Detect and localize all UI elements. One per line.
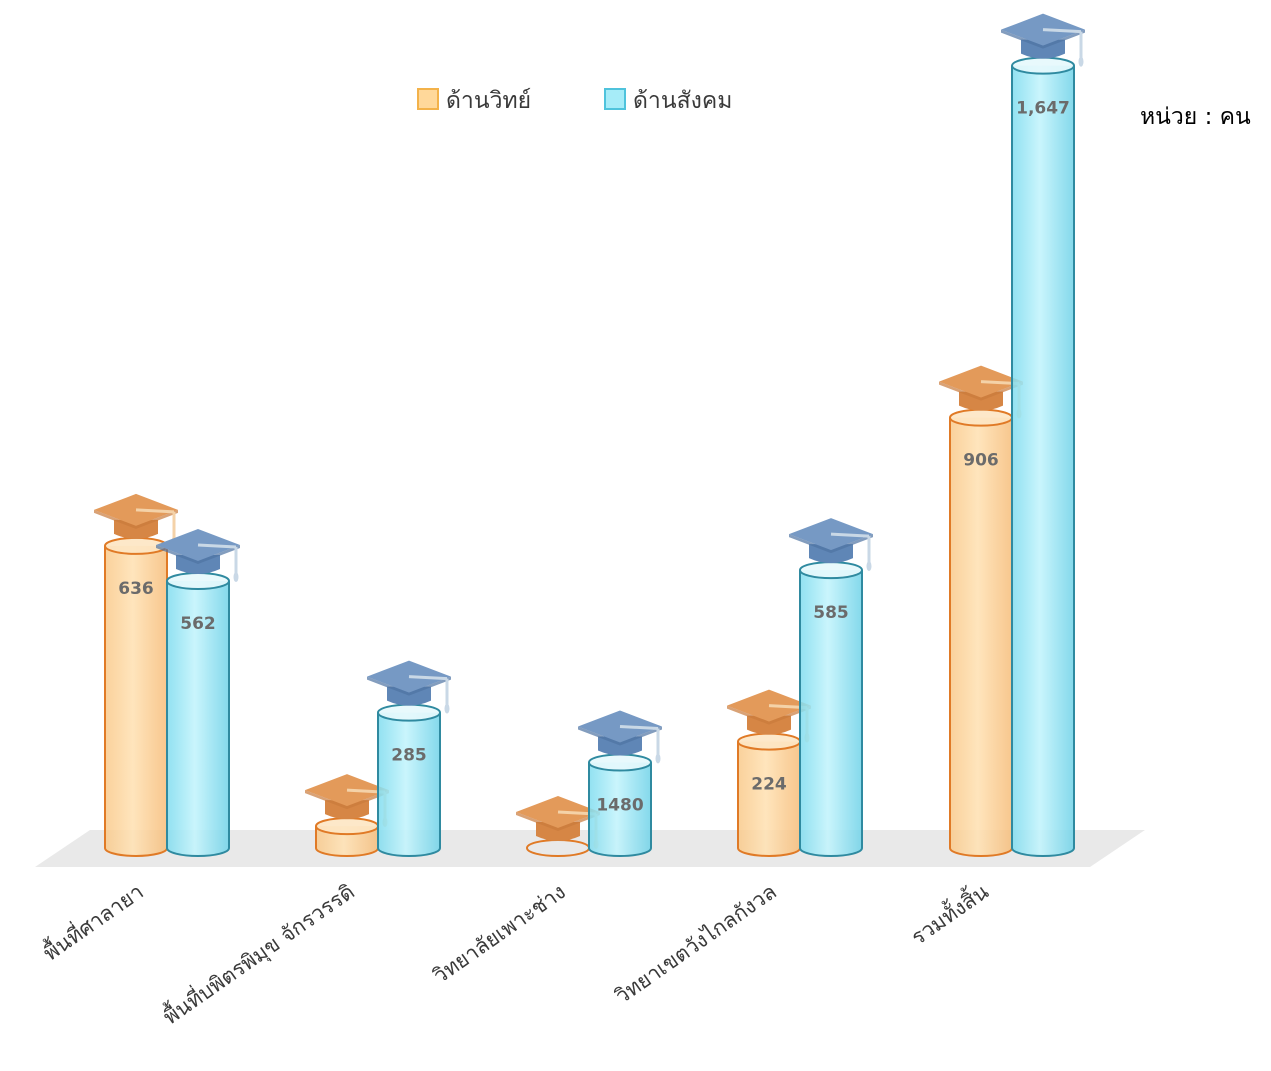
bar-social-0: 562 — [166, 572, 230, 857]
bar-science-3: 224 — [737, 732, 801, 857]
legend-label-social: ด้านสังคม — [633, 88, 732, 114]
bar-social-3: 585 — [799, 561, 863, 857]
value-label-social-0: 562 — [180, 614, 216, 634]
value-label-social-4: 1,647 — [1016, 99, 1070, 119]
value-label-science-4: 906 — [963, 451, 999, 471]
category-label-1: พื้นที่บพิตรพิมุข จักรวรรดิ — [157, 877, 359, 1030]
category-label-0: พื้นที่ศาลายา — [37, 877, 147, 966]
value-label-science-0: 636 — [118, 579, 154, 599]
graduation-cap-icon-social-2 — [578, 710, 662, 764]
value-label-social-2: 1480 — [596, 796, 643, 816]
graduation-cap-icon-social-4 — [1001, 13, 1085, 67]
value-label-science-3: 224 — [751, 775, 787, 795]
category-labels: พื้นที่ศาลายา พื้นที่บพิตรพิมุข จักรวรรดิ… — [37, 877, 992, 1030]
value-label-social-3: 585 — [813, 603, 849, 623]
bar-social-2: 1480 — [588, 753, 652, 857]
unit-label: หน่วย : คน — [1140, 104, 1251, 130]
category-label-2: วิทยาลัยเพาะช่าง — [429, 879, 570, 988]
graduation-cap-icon-social-1 — [367, 660, 451, 714]
legend-swatch-science — [417, 88, 439, 110]
category-label-4: รวมทั้งสิ้น — [905, 877, 993, 950]
bar-science-0: 636 — [104, 536, 168, 857]
category-label-3: วิทยาเขตวังไกลกังวล — [611, 879, 781, 1008]
legend: ด้านวิทย์ ด้านสังคม — [417, 87, 732, 114]
graduation-cap-icon-social-0 — [156, 529, 240, 583]
legend-swatch-social — [604, 88, 626, 110]
bar-social-1: 285 — [377, 703, 441, 857]
value-label-social-1: 285 — [391, 746, 427, 766]
bar-social-4: 1,647 — [1011, 56, 1075, 857]
legend-label-science: ด้านวิทย์ — [446, 87, 531, 114]
graduation-cap-icon-social-3 — [789, 518, 873, 572]
bar-science-4: 906 — [949, 408, 1013, 857]
